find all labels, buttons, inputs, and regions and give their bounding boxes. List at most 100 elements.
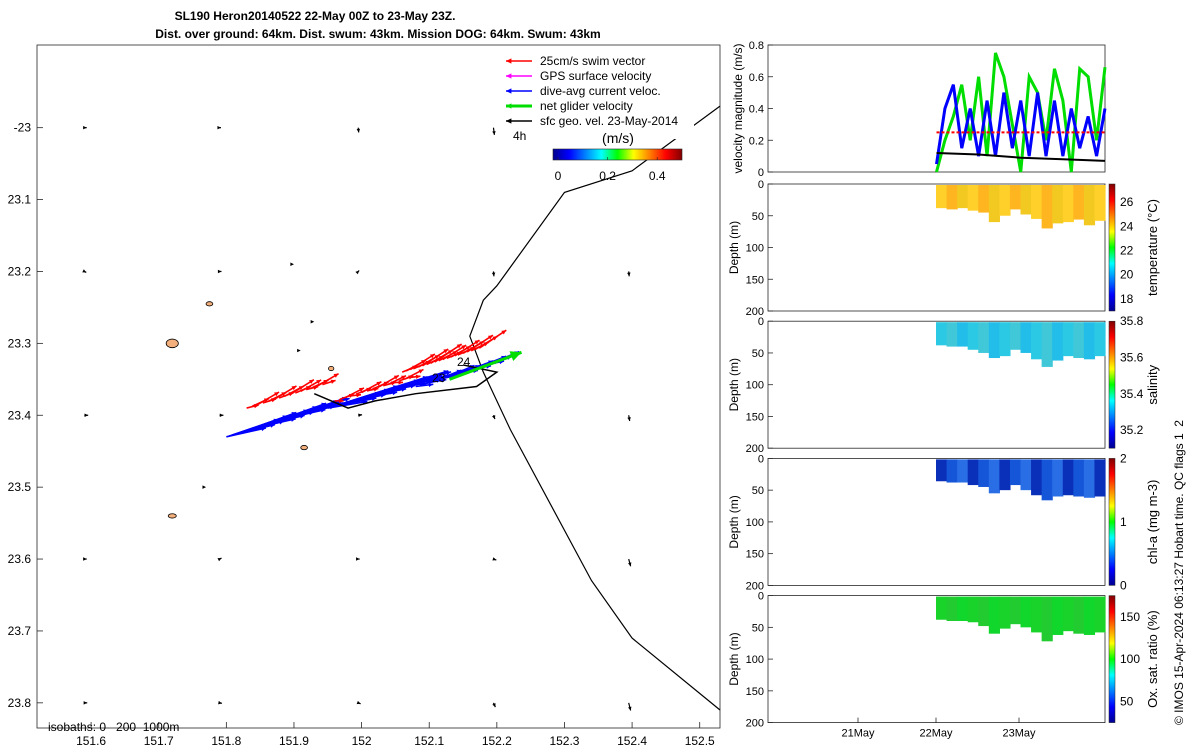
- geo-velocity-arrow: [628, 702, 632, 711]
- section-data-column: [999, 459, 1011, 491]
- geo-velocity-arrow-head: [219, 413, 224, 417]
- geo-velocity-arrow-head: [83, 125, 87, 130]
- geo-velocity-arrow-head: [83, 557, 87, 561]
- section-ylabel: Depth (m): [727, 221, 741, 274]
- section-data-column: [1073, 185, 1085, 220]
- geo-velocity-arrow: [217, 557, 222, 562]
- map-xtick-label: 152.2: [482, 734, 512, 748]
- velocity-series-line: [935, 52, 1107, 173]
- section-data-column: [1073, 322, 1085, 359]
- colorbar-tick-label: 0: [555, 169, 562, 183]
- current-vector-head: [428, 382, 434, 388]
- legend-swatch: [506, 103, 532, 109]
- swim-vectors: [246, 329, 507, 409]
- section-data-column: [946, 322, 958, 347]
- geo-velocity-arrow: [627, 415, 631, 422]
- velocity-magnitude-panel: 0 0.2 0.4 0.6 0.8 velocity magnitude (m/s): [731, 40, 1107, 179]
- geo-velocity-arrow: [310, 320, 315, 324]
- velocity-ytick-label: 0.6: [749, 72, 764, 84]
- geo-velocity-arrow-head: [355, 270, 360, 275]
- section-colorbar: [1108, 183, 1116, 312]
- section-colorbar-tick: 2: [1120, 451, 1127, 465]
- section-data-column: [1052, 596, 1064, 635]
- legend-item: 25cm/s swim vector: [506, 54, 645, 68]
- map-ticks: 151.6 151.7 151.8 151.9 152 152.1 152.2 152.3 15…: [8, 121, 715, 748]
- geo-velocity-arrow: [627, 271, 631, 277]
- swim-vector: [322, 379, 336, 386]
- section-ytick-label: 200: [746, 306, 764, 318]
- swim-vector-head: [308, 379, 314, 384]
- section-data-column: [999, 596, 1011, 629]
- velocity-series-line: [936, 151, 1106, 162]
- geo-velocity-arrow: [356, 557, 360, 561]
- velocity-ylabel: velocity magnitude (m/s): [731, 43, 745, 173]
- swim-vector-head: [418, 369, 424, 374]
- current-vector: [406, 370, 452, 385]
- island: [165, 338, 179, 349]
- net-velocity-arrow: [448, 350, 523, 381]
- isobaths-label: isobaths: 0 200 1000m: [48, 720, 179, 734]
- legend-swatch: [506, 118, 532, 124]
- geo-velocity-arrow: [492, 127, 496, 135]
- legend-label: GPS surface velocity: [540, 69, 651, 83]
- map-ytick-label: 23.4: [8, 408, 32, 422]
- section-data-column: [988, 596, 1000, 634]
- section-data-column: [1041, 322, 1053, 367]
- section-colorbar-tick: 35.4: [1120, 387, 1144, 401]
- geo-velocity-arrow-head: [492, 703, 496, 708]
- swim-vector: [257, 391, 280, 406]
- section-data-column: [957, 185, 969, 209]
- current-vector-head: [446, 370, 452, 376]
- legend-item: net glider velocity: [506, 99, 633, 113]
- section-data-column: [1083, 322, 1096, 360]
- geo-velocity-arrow: [217, 269, 222, 274]
- swim-vector: [273, 385, 297, 401]
- geo-velocity-arrow: [356, 700, 361, 705]
- legend-box: [500, 53, 694, 139]
- figure-title-line2: Dist. over ground: 64km. Dist. swum: 43k…: [155, 27, 600, 41]
- swim-vector: [466, 334, 494, 353]
- section-panel: 0 50 100 150 200 Depth (m) 50 100 150 Ox. sat. ra…: [727, 591, 1160, 740]
- section-data-column: [967, 596, 979, 623]
- section-data-column: [1094, 322, 1106, 357]
- island-outlines: [165, 301, 335, 519]
- section-colorbar-tick: 26: [1120, 195, 1134, 209]
- current-vector-head: [441, 378, 447, 383]
- section-data-column: [936, 459, 948, 482]
- section-data-column: [1062, 185, 1074, 223]
- legend-swatch-head: [506, 118, 512, 124]
- geo-velocity-arrow-head: [290, 262, 294, 267]
- section-data-column: [999, 185, 1011, 216]
- section-data-column: [1062, 596, 1074, 632]
- velocity-series-line: [935, 84, 1107, 165]
- section-data-column: [957, 596, 969, 621]
- swim-vector: [316, 372, 339, 387]
- section-colorbar-tick: 20: [1120, 268, 1134, 282]
- map-xtick-label: 152: [352, 734, 372, 748]
- figure-title-line1: SL190 Heron20140522 22-May 00Z to 23-May…: [175, 9, 456, 23]
- section-ytick-label: 200: [746, 718, 764, 730]
- geo-velocity-arrow: [217, 125, 222, 130]
- section-panel: 0 50 100 150 200 Depth (m) 0 1 2 chl-a (mg m-3): [727, 451, 1160, 592]
- map-ytick-label: 23.1: [8, 193, 32, 207]
- legend-swatch: [506, 88, 532, 94]
- section-ytick-label: 50: [752, 211, 764, 223]
- section-data-column: [978, 459, 990, 487]
- section-ytick-label: 100: [746, 380, 764, 392]
- colorbar-title: (m/s): [602, 130, 634, 146]
- legend-item: dive-avg current veloc.: [506, 84, 661, 98]
- section-ytick-label: 50: [752, 348, 764, 360]
- map-panel: 151.6 151.7 151.8 151.9 152 152.1 152.2 152.3 15…: [8, 44, 721, 748]
- section-colorbar: [1108, 458, 1116, 586]
- section-colorbar-label: temperature (°C): [1145, 199, 1160, 296]
- section-data-column: [936, 322, 948, 346]
- geo-velocity-arrow-head: [492, 415, 496, 420]
- geo-velocity-arrow: [83, 701, 88, 705]
- legend-swatch-head: [506, 73, 512, 79]
- velocity-ytick-label: 0.2: [749, 135, 764, 147]
- section-data-column: [1052, 185, 1064, 224]
- legend-label: sfc geo. vel. 23-May-2014: [540, 114, 678, 128]
- swim-vector-shaft: [478, 329, 507, 349]
- section-data-column: [978, 185, 990, 213]
